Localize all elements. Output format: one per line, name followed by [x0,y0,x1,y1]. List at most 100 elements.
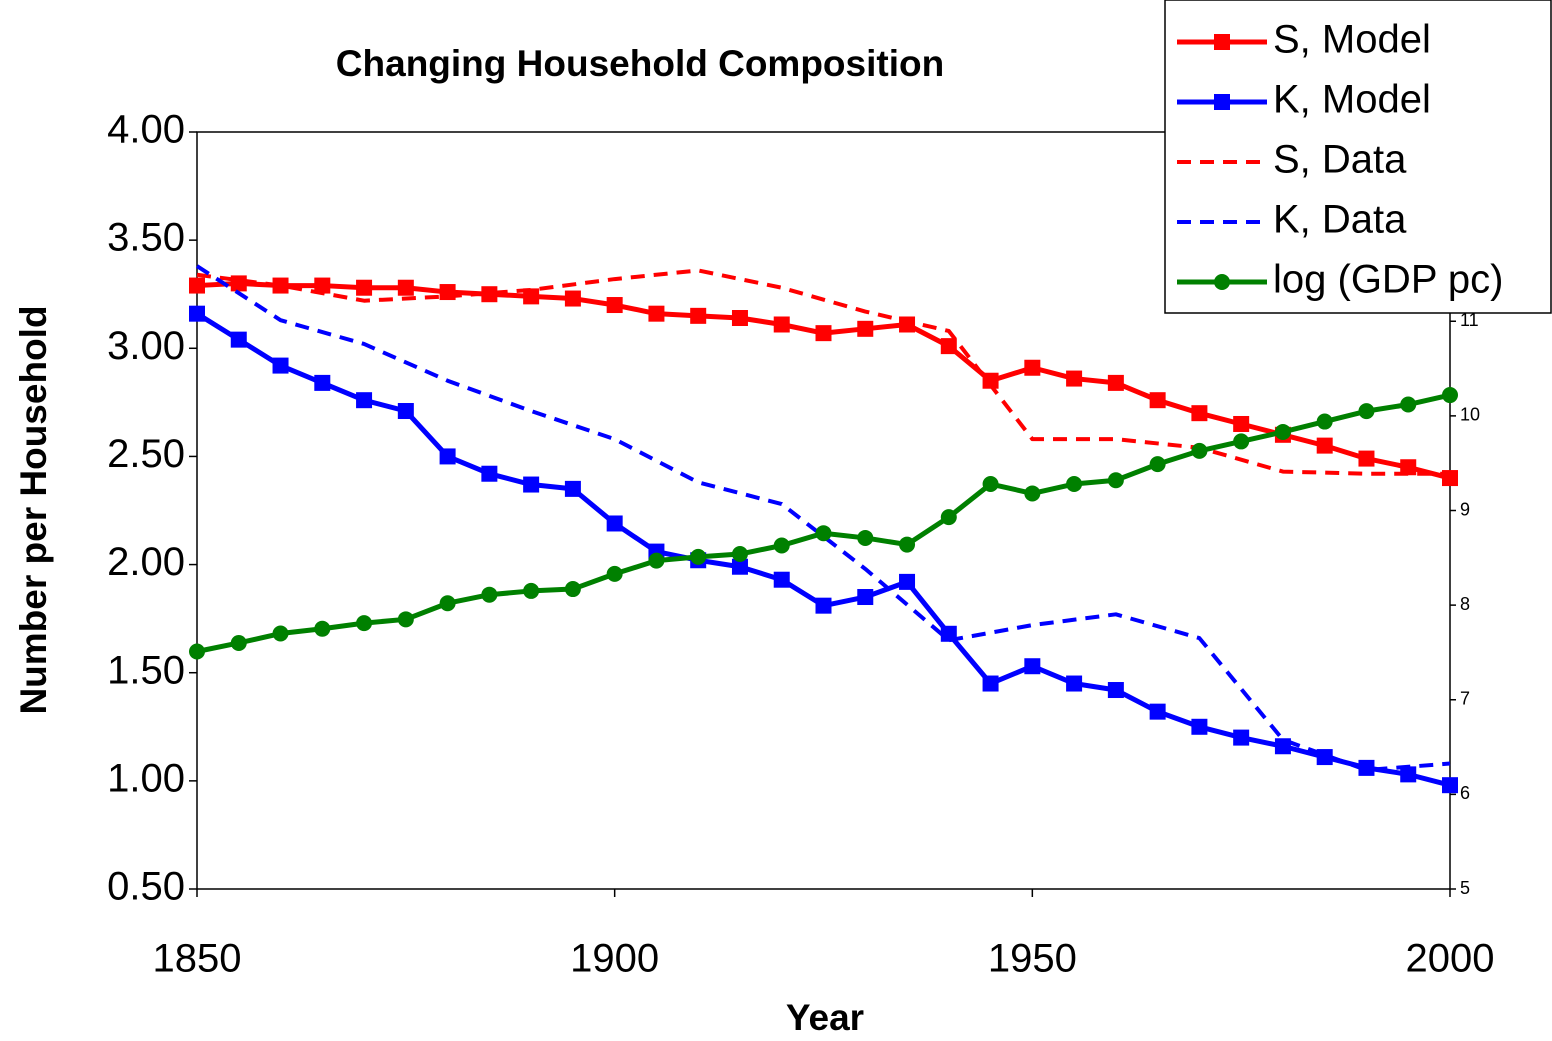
marker [314,620,331,637]
x-axis-title: Year [786,997,864,1038]
marker [1024,658,1041,675]
marker [1233,433,1250,450]
marker [356,392,373,409]
marker [1400,396,1417,413]
marker [189,305,205,322]
marker [564,480,581,497]
marker [481,286,498,303]
legend-marker [1214,274,1230,290]
marker [690,307,707,324]
marker [815,525,832,542]
marker [1358,450,1375,467]
y2-tick-label: 10 [1460,405,1480,425]
series-line [196,268,1450,476]
legend-label: log (GDP pc) [1273,258,1503,302]
marker [731,310,748,327]
legend-marker [1214,94,1230,110]
x-tick-label: 1900 [570,937,659,981]
legend-label: S, Data [1273,138,1407,182]
marker [606,515,623,532]
marker [1400,459,1417,476]
marker [272,357,289,374]
marker [899,536,916,553]
marker [940,338,957,355]
marker [397,611,414,628]
marker [1107,472,1124,489]
marker [1107,682,1124,699]
legend-label: K, Model [1273,78,1431,122]
y-tick-label: 3.50 [107,216,185,260]
marker [982,372,999,389]
y2-tick-label: 8 [1460,594,1470,614]
y-tick-label: 2.50 [107,432,185,476]
marker [356,279,373,296]
marker [397,403,414,420]
y-tick-label: 4.00 [107,108,185,152]
marker [940,509,957,526]
marker [1066,370,1083,387]
marker [773,571,790,588]
marker [1316,413,1333,430]
marker [397,279,414,296]
marker [1191,442,1208,459]
marker [982,675,999,692]
marker [230,634,247,651]
marker [857,589,874,606]
marker [857,320,874,337]
marker [606,297,623,314]
y-tick-label: 1.50 [107,648,185,692]
marker [189,643,205,660]
marker [1316,437,1333,454]
legend-label: K, Data [1273,198,1407,242]
marker [564,290,581,307]
y-axis-title: Number per Household [13,305,54,714]
marker [1358,759,1375,776]
marker [606,565,623,582]
marker [815,325,832,342]
y2-tick-label: 6 [1460,783,1470,803]
marker [314,277,331,294]
marker [899,573,916,590]
marker [1191,405,1208,422]
marker [523,476,540,493]
marker [773,316,790,333]
y2-tick-label: 7 [1460,689,1470,709]
y-tick-label: 0.50 [107,865,185,909]
legend-marker [1214,34,1230,50]
marker [230,275,247,292]
x-tick-label: 1950 [988,937,1077,981]
marker [1107,374,1124,391]
marker [1024,485,1041,502]
marker [1066,675,1083,692]
x-tick-label: 2000 [1406,937,1495,981]
marker [1233,415,1250,432]
marker [356,615,373,632]
marker [648,305,665,322]
marker [731,558,748,575]
marker [773,537,790,554]
marker [1358,403,1375,420]
marker [564,581,581,598]
legend [1164,0,1552,314]
chart-title: Changing Household Composition [336,43,944,84]
marker [648,552,665,569]
marker [481,586,498,603]
marker [439,595,456,612]
marker [1191,718,1208,735]
marker [1149,703,1166,720]
marker [690,548,707,565]
marker [815,597,832,614]
legend-label: S, Model [1273,18,1431,62]
marker [439,448,456,465]
marker [1024,359,1041,376]
marker [523,288,540,305]
marker [1149,456,1166,473]
marker [1400,766,1417,783]
y2-tick-label: 11 [1460,310,1479,330]
series-line [195,264,1451,773]
y-tick-label: 3.00 [107,324,185,368]
marker [1149,392,1166,409]
y-tick-label: 1.00 [107,756,185,800]
marker [1442,777,1458,794]
